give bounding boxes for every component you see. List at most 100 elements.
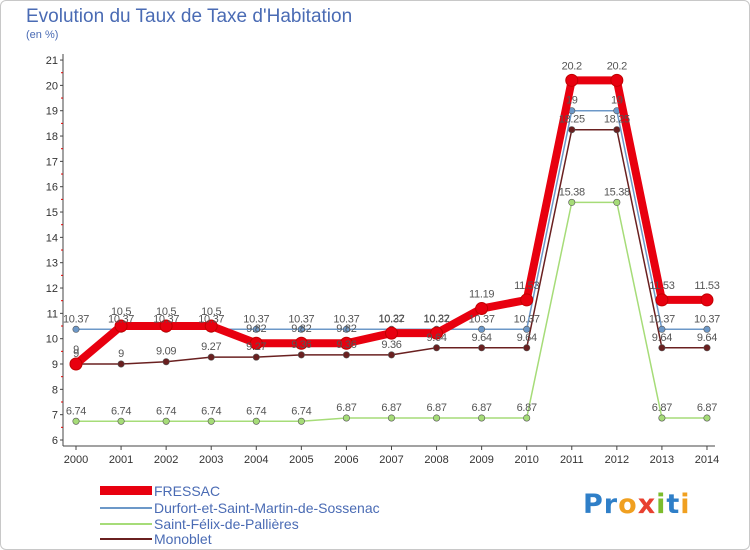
data-point bbox=[700, 293, 714, 307]
data-point bbox=[162, 417, 170, 425]
data-point bbox=[342, 414, 350, 422]
data-label: 11.53 bbox=[514, 280, 539, 292]
data-label: 9 bbox=[118, 348, 124, 360]
data-label: 9.36 bbox=[291, 339, 311, 351]
data-point bbox=[475, 302, 489, 316]
x-tick-label: 2005 bbox=[289, 454, 313, 466]
data-point bbox=[655, 293, 669, 307]
logo-letter: x bbox=[637, 489, 657, 520]
data-label: 9.27 bbox=[201, 341, 221, 353]
data-point bbox=[613, 198, 621, 206]
x-tick-label: 2002 bbox=[154, 454, 178, 466]
logo-letter: P bbox=[583, 489, 604, 520]
legend-label-fressac: FRESSAC bbox=[154, 483, 221, 499]
data-point bbox=[72, 325, 80, 333]
data-point bbox=[117, 417, 125, 425]
data-label: 9.64 bbox=[426, 332, 446, 344]
data-label: 9.09 bbox=[156, 346, 176, 358]
data-label: 11.19 bbox=[469, 289, 494, 301]
data-label: 9.27 bbox=[246, 341, 266, 353]
x-tick-label: 2000 bbox=[64, 454, 88, 466]
y-tick-label: 7 bbox=[52, 410, 58, 422]
data-point bbox=[478, 414, 486, 422]
data-point bbox=[613, 126, 621, 134]
data-point bbox=[204, 319, 218, 333]
data-label: 10.22 bbox=[378, 313, 404, 325]
x-tick-label: 2011 bbox=[560, 454, 584, 466]
data-point bbox=[252, 325, 260, 333]
data-point bbox=[69, 357, 83, 371]
y-tick-label: 17 bbox=[46, 156, 58, 168]
data-label: 6.74 bbox=[111, 405, 131, 417]
data-label: 10.37 bbox=[694, 313, 720, 325]
data-label: 9 bbox=[73, 344, 79, 356]
x-tick-label: 2012 bbox=[605, 454, 629, 466]
y-tick-label: 14 bbox=[46, 232, 58, 244]
legend-label-monoblet: Monoblet bbox=[154, 531, 212, 547]
x-tick-label: 2013 bbox=[650, 454, 674, 466]
legend-swatch-durfort bbox=[100, 507, 152, 509]
data-point bbox=[162, 358, 170, 366]
data-label: 9.36 bbox=[336, 339, 356, 351]
data-point bbox=[658, 414, 666, 422]
y-tick-label: 12 bbox=[46, 283, 58, 295]
data-label: 18.25 bbox=[559, 114, 585, 126]
legend-swatch-monoblet bbox=[100, 538, 152, 540]
data-point bbox=[703, 325, 711, 333]
data-label: 6.87 bbox=[381, 402, 401, 414]
data-label: 19 bbox=[611, 95, 623, 107]
data-label: 10.37 bbox=[63, 313, 89, 325]
data-point bbox=[478, 325, 486, 333]
data-label: 9.82 bbox=[336, 323, 356, 335]
data-label: 6.87 bbox=[336, 402, 356, 414]
data-label: 18.25 bbox=[604, 114, 630, 126]
data-label: 10.37 bbox=[469, 313, 495, 325]
data-point bbox=[610, 73, 624, 87]
data-point bbox=[117, 360, 125, 368]
data-label: 10.37 bbox=[649, 313, 675, 325]
data-label: 6.87 bbox=[697, 402, 717, 414]
x-tick-label: 2007 bbox=[379, 454, 403, 466]
data-point bbox=[159, 319, 173, 333]
data-point bbox=[703, 414, 711, 422]
data-point bbox=[568, 126, 576, 134]
data-label: 9.82 bbox=[246, 323, 266, 335]
data-point bbox=[297, 325, 305, 333]
data-point bbox=[387, 414, 395, 422]
y-tick-label: 16 bbox=[46, 182, 58, 194]
data-point bbox=[114, 319, 128, 333]
x-tick-label: 2014 bbox=[695, 454, 719, 466]
data-label: 10.37 bbox=[378, 313, 404, 325]
data-point bbox=[430, 326, 444, 340]
chart-title: Evolution du Taux de Taxe d'Habitation bbox=[26, 6, 353, 27]
data-label: 9.64 bbox=[472, 332, 492, 344]
data-point bbox=[294, 336, 308, 350]
data-point bbox=[387, 351, 395, 359]
logo-letter: r bbox=[603, 489, 619, 520]
data-point bbox=[658, 344, 666, 352]
data-label: 6.74 bbox=[246, 405, 266, 417]
data-point bbox=[565, 73, 579, 87]
data-label: 11.53 bbox=[649, 280, 674, 292]
data-point bbox=[252, 353, 260, 361]
data-point bbox=[342, 351, 350, 359]
data-label: 10.37 bbox=[288, 313, 314, 325]
x-tick-label: 2004 bbox=[244, 454, 268, 466]
y-tick-label: 11 bbox=[47, 308, 58, 320]
y-tick-label: 13 bbox=[46, 258, 58, 270]
y-tick-label: 20 bbox=[46, 80, 58, 92]
data-point bbox=[523, 344, 531, 352]
x-tick-label: 2001 bbox=[109, 454, 133, 466]
data-label: 6.87 bbox=[517, 402, 537, 414]
data-label: 9.64 bbox=[697, 332, 717, 344]
data-label: 6.74 bbox=[201, 405, 221, 417]
legend-swatch-saint-felix bbox=[100, 523, 152, 525]
data-point bbox=[433, 414, 441, 422]
logo-letter: i bbox=[656, 489, 667, 520]
data-point bbox=[339, 336, 353, 350]
data-label: 6.87 bbox=[652, 402, 672, 414]
data-point bbox=[703, 344, 711, 352]
data-point bbox=[297, 417, 305, 425]
